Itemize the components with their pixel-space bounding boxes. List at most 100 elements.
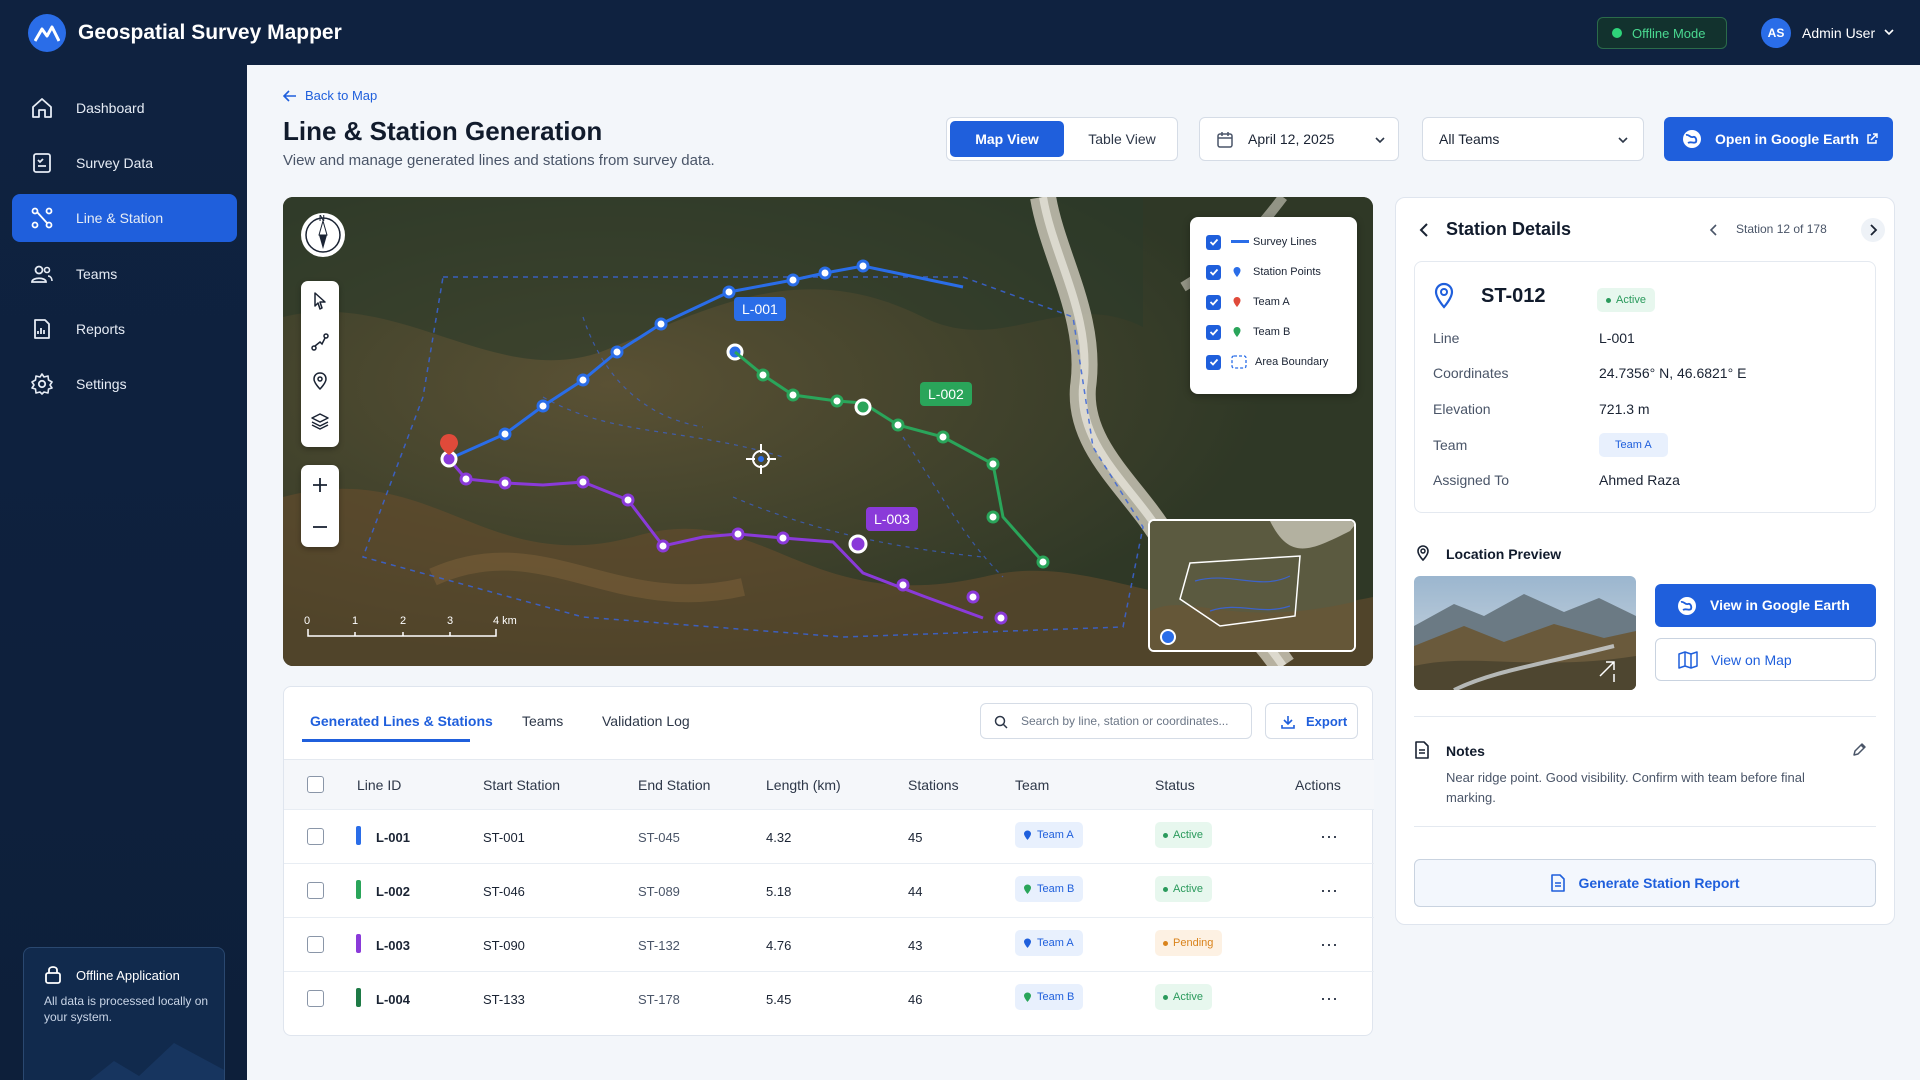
legend-item-area-boundary[interactable]: Area Boundary [1206, 352, 1328, 372]
column-header[interactable]: Team [1015, 777, 1050, 793]
previous-station-icon[interactable] [1709, 224, 1719, 236]
view-in-google-earth-button[interactable]: View in Google Earth [1655, 584, 1876, 627]
tab-validation-log[interactable]: Validation Log [602, 713, 690, 729]
checkbox-checked-icon[interactable] [1206, 324, 1221, 340]
station-id: ST-012 [1481, 285, 1546, 307]
user-name[interactable]: Admin User [1802, 25, 1876, 41]
select-all-checkbox[interactable] [307, 776, 324, 793]
station-details-title: Station Details [1446, 219, 1572, 239]
checkbox-checked-icon[interactable] [1206, 234, 1221, 250]
column-header[interactable]: End Station [638, 777, 711, 793]
map-line-label[interactable]: L-001 [734, 297, 786, 321]
row-checkbox[interactable] [307, 882, 324, 899]
lines-table-card: Generated Lines & Stations Teams Validat… [283, 686, 1374, 1036]
minimap[interactable] [1148, 519, 1356, 652]
compass-icon[interactable] [301, 213, 345, 257]
map-view-button[interactable]: Map View [950, 121, 1064, 157]
pin-icon [1233, 327, 1241, 337]
tab-generated-lines[interactable]: Generated Lines & Stations [310, 713, 493, 729]
legend-item-station-points[interactable]: Station Points [1206, 262, 1321, 282]
cell-length: 5.45 [766, 992, 792, 1007]
row-actions-menu-icon[interactable]: ⋯ [1320, 935, 1339, 955]
layers-icon[interactable] [310, 411, 330, 431]
next-station-button[interactable] [1861, 218, 1885, 242]
team-badge: Team B [1015, 984, 1084, 1010]
avatar[interactable]: AS [1761, 18, 1791, 48]
cell-line-id[interactable]: L-001 [376, 830, 410, 845]
location-pin-icon[interactable] [310, 371, 330, 391]
legend-label: Area Boundary [1255, 356, 1329, 368]
tab-teams[interactable]: Teams [522, 713, 564, 729]
legend-item-team-a[interactable]: Team A [1206, 292, 1290, 312]
search-icon [994, 715, 1008, 729]
document-icon [1415, 741, 1429, 759]
column-header[interactable]: Start Station [483, 777, 561, 793]
station-details-panel: Station Details Station 12 of 178 ST-012… [1395, 197, 1895, 925]
legend-item-survey-lines[interactable]: Survey Lines [1206, 232, 1317, 252]
edit-pencil-icon[interactable] [1851, 742, 1867, 758]
checkbox-checked-icon[interactable] [1206, 354, 1221, 370]
table-view-button[interactable]: Table View [1088, 131, 1156, 147]
row-actions-menu-icon[interactable]: ⋯ [1320, 881, 1339, 901]
column-header[interactable]: Stations [908, 777, 959, 793]
status-badge: Active [1155, 822, 1212, 848]
view-in-google-earth-label: View in Google Earth [1710, 597, 1850, 613]
export-button[interactable]: Export [1265, 703, 1358, 739]
chevron-left-icon[interactable] [1418, 223, 1430, 237]
row-actions-menu-icon[interactable]: ⋯ [1320, 989, 1339, 1009]
sidebar-item-label: Line & Station [76, 210, 164, 226]
cell-line-id[interactable]: L-002 [376, 884, 410, 899]
location-preview-image[interactable] [1414, 576, 1636, 690]
checkbox-checked-icon[interactable] [1206, 294, 1221, 310]
sidebar-item-teams[interactable]: Teams [12, 250, 237, 298]
map-legend: Survey Lines Station Points Team A Team … [1190, 217, 1357, 394]
column-header[interactable]: Status [1155, 777, 1195, 793]
pointer-icon[interactable] [310, 291, 330, 311]
row-checkbox[interactable] [307, 828, 324, 845]
pin-icon [1024, 938, 1031, 948]
checkbox-checked-icon[interactable] [1206, 264, 1221, 280]
zoom-out-icon[interactable] [310, 517, 330, 537]
field-value-assigned-to: Ahmed Raza [1599, 472, 1680, 488]
row-actions-menu-icon[interactable]: ⋯ [1320, 827, 1339, 847]
sidebar-item-line-station[interactable]: Line & Station [12, 194, 237, 242]
cell-line-id[interactable]: L-004 [376, 992, 410, 1007]
pin-icon [1024, 992, 1031, 1002]
table-row[interactable]: L-002 ST-046 ST-089 5.18 44 Team B Activ… [284, 863, 1374, 917]
sidebar-item-reports[interactable]: Reports [12, 305, 237, 353]
open-google-earth-button[interactable]: Open in Google Earth [1664, 117, 1893, 161]
table-row[interactable]: L-004 ST-133 ST-178 5.45 46 Team B Activ… [284, 971, 1374, 1025]
column-header[interactable]: Line ID [357, 777, 402, 793]
map-line-label[interactable]: L-002 [920, 382, 972, 406]
legend-label: Station Points [1253, 266, 1321, 278]
field-value-line: L-001 [1599, 330, 1635, 346]
map-line-label[interactable]: L-003 [866, 507, 918, 531]
offline-mode-badge[interactable]: Offline Mode [1597, 17, 1727, 49]
chevron-down-icon[interactable] [1883, 26, 1895, 38]
column-header[interactable]: Length (km) [766, 777, 841, 793]
legend-item-team-b[interactable]: Team B [1206, 322, 1290, 342]
draw-line-icon[interactable] [310, 332, 330, 352]
app-logo[interactable] [28, 14, 66, 52]
zoom-in-icon[interactable] [310, 475, 330, 495]
survey-map[interactable]: N L-001 L-002 L-003 Survey Lines Station… [283, 197, 1373, 666]
mountain-landscape-image [1414, 576, 1636, 690]
sidebar-item-survey-data[interactable]: Survey Data [12, 139, 237, 187]
team-select[interactable]: All Teams [1422, 117, 1644, 161]
view-on-map-button[interactable]: View on Map [1655, 638, 1876, 681]
cell-end-station: ST-132 [638, 938, 680, 953]
status-badge: Pending [1155, 930, 1223, 956]
back-to-map-link[interactable]: Back to Map [283, 88, 377, 103]
generate-station-report-button[interactable]: Generate Station Report [1414, 859, 1876, 907]
row-checkbox[interactable] [307, 990, 324, 1007]
search-input[interactable]: Search by line, station or coordinates..… [980, 703, 1252, 739]
row-checkbox[interactable] [307, 936, 324, 953]
table-row[interactable]: L-003 ST-090 ST-132 4.76 43 Team A Pendi… [284, 917, 1374, 971]
column-header: Actions [1295, 777, 1341, 793]
date-select[interactable]: April 12, 2025 [1199, 117, 1399, 161]
sidebar-item-settings[interactable]: Settings [12, 360, 237, 408]
field-label-team: Team [1433, 437, 1468, 453]
table-row[interactable]: L-001 ST-001 ST-045 4.32 45 Team A Activ… [284, 809, 1374, 863]
cell-line-id[interactable]: L-003 [376, 938, 410, 953]
sidebar-item-dashboard[interactable]: Dashboard [12, 84, 237, 132]
